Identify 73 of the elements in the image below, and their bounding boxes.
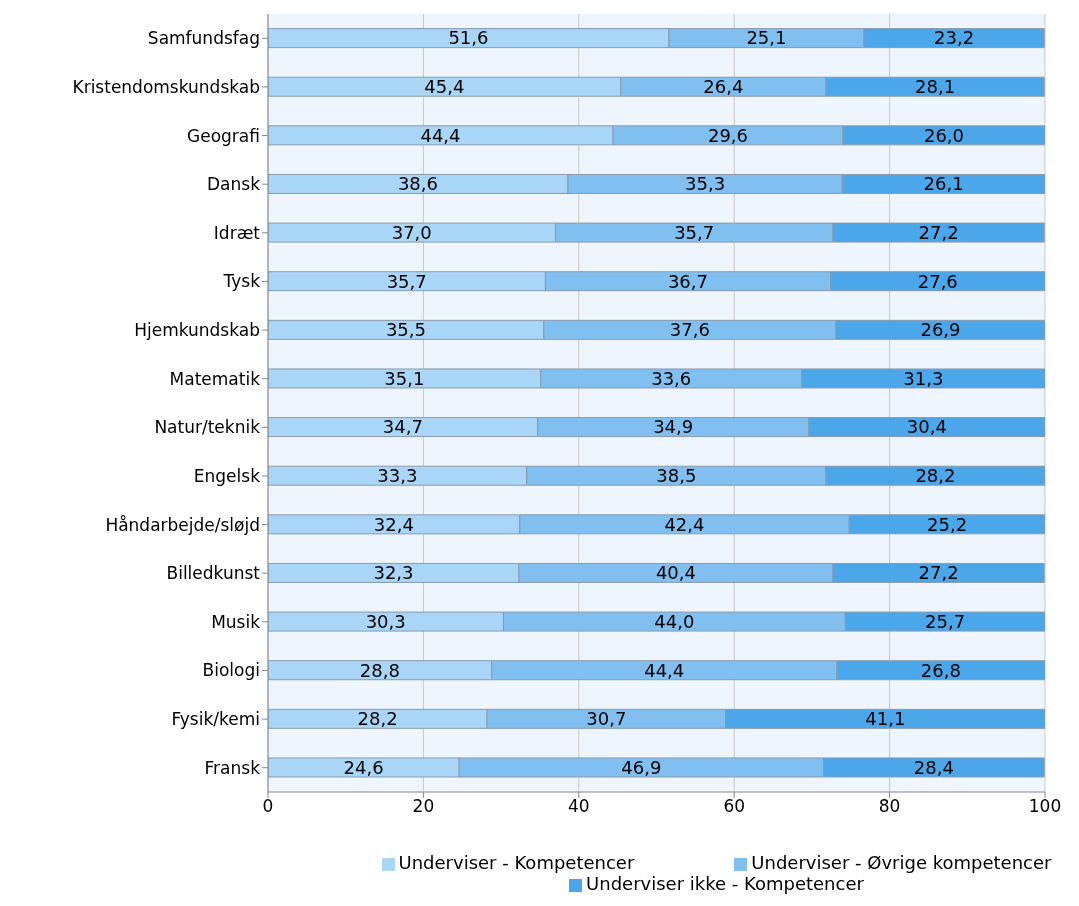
data-label: 30,7 [586, 708, 627, 730]
y-tick-label: Natur/teknik [154, 417, 261, 438]
y-tick-label: Håndarbejde/sløjd [105, 514, 260, 535]
y-tick-label: Hjemkundskab [134, 320, 260, 341]
legend-label: Underviser ikke - Kompetencer [586, 873, 864, 894]
data-label: 26,9 [920, 319, 961, 341]
x-tick-label: 80 [878, 796, 901, 817]
data-label: 30,4 [906, 416, 947, 438]
data-label: 35,7 [674, 221, 715, 243]
data-label: 28,2 [915, 465, 956, 487]
y-tick-label: Fysik/kemi [171, 709, 260, 730]
data-label: 38,5 [656, 465, 697, 487]
data-label: 34,7 [382, 416, 423, 438]
x-tick-label: 60 [723, 796, 746, 817]
y-tick-label: Idræt [213, 222, 261, 243]
data-label: 33,3 [377, 465, 418, 487]
data-label: 36,7 [667, 270, 709, 292]
data-label: 25,2 [927, 513, 968, 535]
data-label: 26,1 [923, 173, 964, 195]
data-label: 32,3 [373, 562, 414, 584]
data-label: 35,1 [384, 367, 425, 389]
data-label: 23,2 [934, 27, 975, 49]
data-label: 27,2 [918, 221, 959, 243]
x-tick-label: 40 [567, 796, 590, 817]
x-tick-label: 20 [412, 796, 435, 817]
data-label: 24,6 [343, 756, 384, 778]
data-label: 25,1 [746, 27, 787, 49]
data-label: 32,4 [373, 513, 414, 535]
data-label: 34,9 [653, 416, 694, 438]
data-label: 38,6 [397, 173, 438, 195]
y-tick-label: Samfundsfag [147, 28, 260, 49]
data-label: 26,4 [703, 76, 744, 98]
y-tick-label: Fransk [204, 757, 261, 778]
data-label: 25,7 [925, 610, 966, 632]
data-label: 40,4 [655, 562, 696, 584]
y-tick-label: Engelsk [193, 465, 261, 486]
data-label: 33,6 [651, 367, 692, 389]
y-tick-label: Dansk [207, 174, 261, 195]
legend-label: Underviser - Kompetencer [398, 852, 635, 873]
data-label: 45,4 [424, 76, 465, 98]
data-label: 37,0 [391, 221, 432, 243]
data-label: 28,2 [357, 708, 398, 730]
y-tick-label: Matematik [169, 368, 261, 389]
legend-label: Underviser - Øvrige kompetencer [751, 852, 1052, 873]
y-tick-label: Billedkunst [166, 563, 261, 584]
data-label: 44,0 [654, 610, 695, 632]
data-label: 44,4 [644, 659, 685, 681]
data-label: 31,3 [903, 367, 944, 389]
data-label: 28,8 [359, 659, 400, 681]
data-label: 44,4 [420, 124, 461, 146]
y-tick-label: Musik [211, 611, 261, 632]
x-tick-label: 100 [1028, 796, 1062, 817]
data-label: 35,5 [385, 319, 426, 341]
data-label: 29,6 [707, 124, 749, 146]
data-label: 28,1 [915, 76, 956, 98]
y-tick-label: Geografi [187, 125, 260, 146]
data-label: 26,8 [920, 659, 961, 681]
data-label: 46,9 [621, 756, 662, 778]
data-label: 27,6 [917, 270, 958, 292]
data-label: 28,4 [913, 756, 954, 778]
data-label: 26,0 [923, 124, 965, 146]
data-label: 35,3 [685, 173, 726, 195]
y-tick-label: Tysk [222, 271, 261, 292]
data-label: 51,6 [448, 27, 489, 49]
y-tick-label: Kristendomskundskab [72, 76, 260, 97]
x-tick-label: 0 [262, 796, 274, 817]
data-label: 41,1 [865, 708, 906, 730]
y-tick-label: Biologi [202, 660, 260, 681]
data-label: 30,3 [365, 610, 406, 632]
data-label: 42,4 [664, 513, 705, 535]
data-label: 27,2 [918, 562, 959, 584]
data-label: 37,6 [669, 319, 710, 341]
data-label: 35,7 [386, 270, 427, 292]
